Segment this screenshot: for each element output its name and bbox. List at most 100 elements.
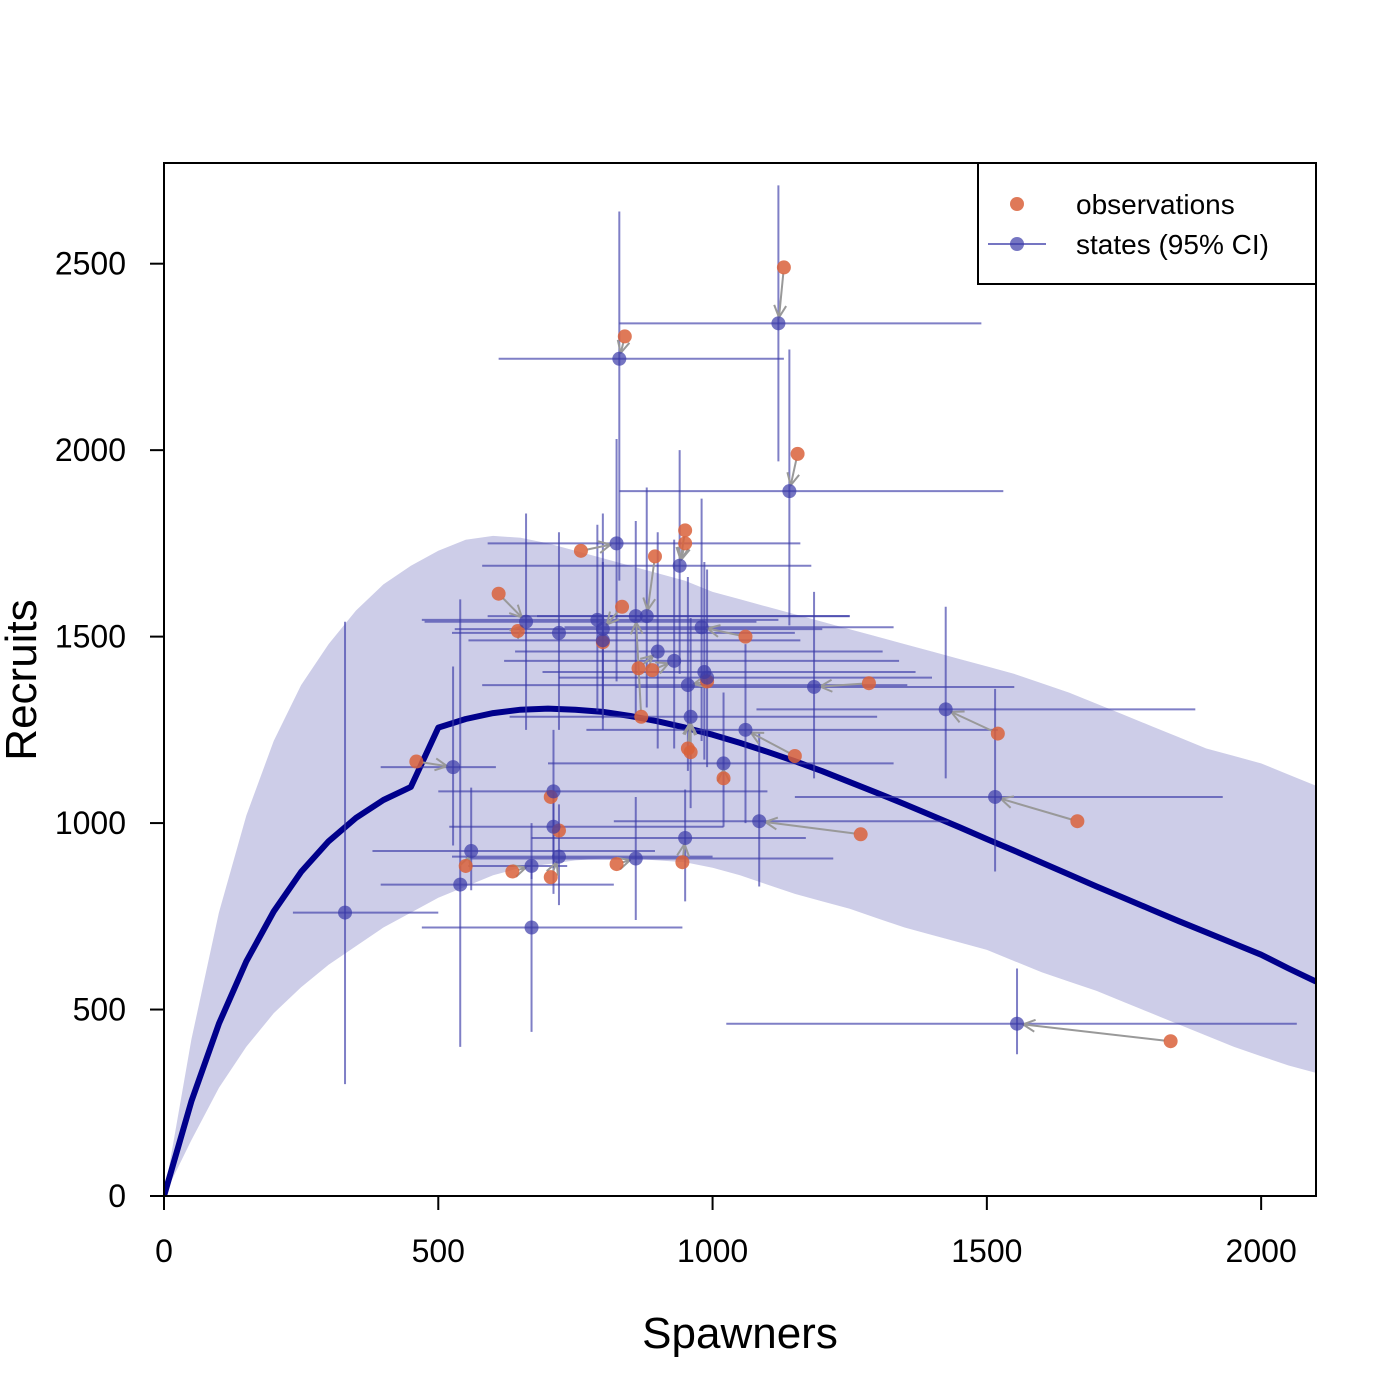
state-point [771,316,786,331]
observation-point [678,536,693,551]
obs-state-arrow [586,545,611,550]
state-point [678,830,693,845]
obs-state-arrow [622,860,630,862]
observation-point [543,870,558,885]
obs-state-arrow [658,663,669,668]
obs-state-arrow [694,683,701,684]
state-point [628,609,643,624]
legend-observations-marker [1010,197,1024,211]
obs-state-arrow [779,273,783,317]
observation-point [1070,814,1085,829]
obs-state-arrow [765,822,855,835]
obs-state-arrow [518,868,526,870]
observation-point [491,586,506,601]
observation-point [790,446,805,461]
state-point [716,756,731,771]
obs-state-arrow [791,459,797,486]
state-point [612,351,627,366]
state-point [667,653,682,668]
state-point [782,484,797,499]
state-point [938,702,953,717]
y-tick-label: 2000 [55,432,126,468]
state-point [595,633,610,648]
observation-point [1163,1034,1178,1049]
state-point [551,849,566,864]
state-point [519,614,534,629]
state-point [546,819,561,834]
state-point [464,844,479,859]
fitted-curve [164,705,1316,1196]
obs-state-arrow [683,844,684,856]
y-axis-title: Recruits [0,599,46,760]
observation-point [990,726,1005,741]
x-tick-label: 0 [155,1233,173,1269]
observation-point [458,858,473,873]
y-tick-label: 0 [108,1178,126,1214]
observation-point [510,624,525,639]
state-point [700,670,715,685]
state-point [446,760,461,775]
state-point [1010,1016,1025,1031]
obs-state-arrow [502,597,522,617]
obs-state-arrow [1001,799,1072,821]
observation-point [716,771,731,786]
state-point [551,625,566,640]
observation-point [609,857,624,872]
legend: observations states (95% CI) [977,162,1317,285]
legend-states-label: states (95% CI) [1076,229,1269,260]
legend-observations-label: observations [1076,189,1235,220]
observation-point [615,599,630,614]
ci-band-area [164,535,1316,1196]
obs-state-arrow [648,562,655,610]
state-point [595,622,610,637]
observation-point [683,745,698,760]
state-point [639,609,654,624]
state-point [683,709,698,724]
x-tick-label: 1500 [951,1233,1022,1269]
obs-state-arrow [621,342,624,353]
obs-state-arrow [820,684,863,687]
obs-state-arrow [422,762,447,766]
observation-point [617,329,632,344]
state-point [672,558,687,573]
observation-point [861,676,876,691]
y-tick-label: 1000 [55,805,126,841]
obs-state-arrow [553,862,557,871]
legend-states-marker [1010,237,1024,251]
state-point [609,536,624,551]
y-tick-label: 500 [73,992,126,1028]
x-axis-title: Spawners [642,1309,838,1358]
obs-state-arrow [681,549,684,560]
state-point [752,814,767,829]
obs-state-arrow [607,610,618,624]
state-point [988,789,1003,804]
state-point [453,877,468,892]
state-point [738,722,753,737]
state-point [628,851,643,866]
obs-state-arrow [708,629,740,636]
y-axis: 0 500 1000 1500 2000 2500 [55,246,165,1214]
observation-point [634,709,649,724]
observation-point [631,661,646,676]
state-points [338,316,1025,1031]
legend-box [977,162,1317,285]
x-tick-label: 1000 [677,1233,748,1269]
state-point [694,620,709,635]
x-axis: 0 500 1000 1500 2000 [155,1195,1297,1269]
observation-point [675,855,690,870]
state-point [650,644,665,659]
confidence-band [164,535,1316,1196]
observation-point [776,260,791,275]
x-tick-label: 500 [412,1233,465,1269]
obs-state-arrow [643,656,653,665]
state-point [524,920,539,935]
observation-point [409,754,424,769]
observation-point [647,549,662,564]
state-point [680,678,695,693]
state-point [338,905,353,920]
y-tick-label: 1500 [55,619,126,655]
state-point [524,858,539,873]
y-tick-label: 2500 [55,246,126,282]
obs-state-arrow [951,712,993,732]
